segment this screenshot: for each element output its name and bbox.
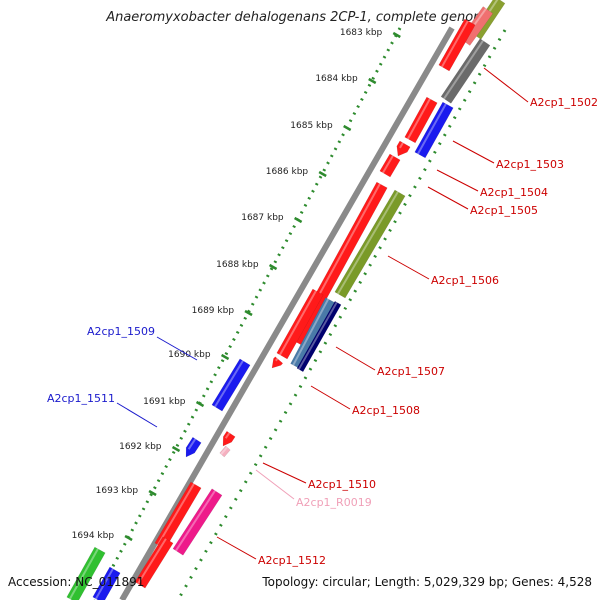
- gene-block-small-red: [271, 356, 284, 369]
- tick-label: 1693 kbp: [96, 486, 139, 496]
- gene-block-red-a: [404, 96, 438, 144]
- gene-block-small-red-shine: [275, 358, 279, 362]
- tick-label: 1684 kbp: [315, 74, 358, 84]
- gene-label: A2cp1_1508: [352, 404, 420, 417]
- gene-leader-line: [335, 346, 376, 371]
- tick-label: 1690 kbp: [168, 350, 211, 360]
- gene-block-1504: [396, 140, 411, 157]
- map-title: Anaeromyxobacter dehalogenans 2CP-1, com…: [106, 10, 494, 25]
- tick-label: 1691 kbp: [143, 397, 186, 407]
- gene-block-1509: [211, 358, 251, 412]
- gene-label: A2cp1_1502: [530, 96, 598, 109]
- gene-block-red-d-shine: [137, 538, 167, 585]
- accession-text: Accession: NC_011891: [8, 575, 145, 589]
- gene-block-1504-shine: [399, 142, 404, 149]
- gene-block-1505: [379, 153, 401, 178]
- gene-block-1502-shine: [443, 40, 484, 100]
- tick-label: 1692 kbp: [119, 442, 162, 452]
- tick-label: 1686 kbp: [266, 167, 309, 177]
- tick-label: 1683 kbp: [340, 28, 383, 38]
- gene-block-1503: [414, 101, 454, 159]
- gene-label: A2cp1_1506: [431, 274, 499, 287]
- gene-block-R0019-shine: [220, 446, 228, 455]
- gene-block-1502: [440, 38, 491, 104]
- gene-block-red-d: [134, 536, 174, 589]
- gene-label: A2cp1_1512: [258, 554, 326, 567]
- gene-label: A2cp1_R0019: [296, 496, 372, 509]
- gene-leader-line: [255, 469, 295, 500]
- gene-block-blue-bottom-shine: [95, 568, 114, 600]
- topology-text: Topology: circular; Length: 5,029,329 bp…: [262, 575, 592, 589]
- gene-block-1509-shine: [214, 360, 244, 408]
- tick-mark: [124, 534, 133, 542]
- gene-block-green: [66, 546, 106, 600]
- gene-block-1512: [172, 488, 223, 556]
- tick-label: 1685 kbp: [290, 121, 333, 131]
- tick-mark: [195, 400, 205, 408]
- gene-block-1510: [222, 430, 236, 447]
- gene-leader-line: [216, 536, 257, 560]
- gene-leader-line: [427, 186, 469, 210]
- gene-block-1502-red-shine: [441, 20, 469, 68]
- tick-label: 1694 kbp: [72, 531, 115, 541]
- gene-leader-line: [387, 255, 430, 280]
- gene-block-red-a-shine: [407, 98, 431, 140]
- gene-label: A2cp1_1503: [496, 158, 564, 171]
- gene-block-1506: [334, 189, 406, 299]
- gene-label: A2cp1_1504: [480, 186, 548, 199]
- gene-block-1511: [185, 436, 202, 458]
- gene-block-1505-shine: [382, 155, 394, 174]
- gene-leader-line: [116, 402, 158, 428]
- tick-mark: [148, 489, 157, 497]
- gene-label: A2cp1_1507: [377, 365, 445, 378]
- gene-block-blue-bottom: [92, 566, 121, 600]
- genome-backbone: [119, 26, 455, 600]
- gene-block-1506-shine: [337, 191, 399, 295]
- tick-mark: [244, 309, 253, 317]
- gene-label: A2cp1_1511: [47, 392, 115, 405]
- backbone-highlight: [116, 27, 448, 600]
- tick-mark: [268, 263, 278, 271]
- gene-leader-line: [452, 140, 495, 164]
- tick-label: 1687 kbp: [241, 213, 284, 223]
- gene-block-1512-shine: [175, 490, 216, 552]
- gene-block-1510-shine: [224, 432, 231, 439]
- gene-block-1507-shine: [279, 290, 317, 356]
- tick-label: 1688 kbp: [216, 260, 259, 270]
- gene-label: A2cp1_1509: [87, 325, 155, 338]
- gene-leader-line: [483, 67, 529, 103]
- gene-block-red-c-shine: [157, 483, 195, 546]
- tick-mark: [171, 445, 181, 453]
- gene-block-1508: [296, 300, 342, 373]
- gene-block-1502-red: [438, 18, 476, 72]
- gene-leader-line: [156, 336, 198, 361]
- tick-mark: [318, 170, 327, 178]
- tick-mark: [294, 216, 303, 224]
- tick-mark: [343, 124, 352, 132]
- tick-label: 1689 kbp: [192, 306, 235, 316]
- gene-block-1511-shine: [187, 438, 197, 450]
- tick-mark: [220, 353, 230, 361]
- gene-block-green-shine: [69, 548, 99, 600]
- gene-block-1503-shine: [417, 103, 447, 155]
- gene-block-steelblue-shine: [292, 298, 330, 366]
- outer-tick-ring: [93, 27, 402, 600]
- gene-label: A2cp1_1505: [470, 204, 538, 217]
- gene-block-1507: [276, 288, 324, 360]
- gene-leader-line: [310, 385, 351, 410]
- gene-block-1508-shine: [297, 301, 338, 370]
- tick-mark: [392, 31, 401, 39]
- gene-block-R0019: [219, 445, 231, 458]
- gene-leader-line: [436, 169, 479, 192]
- gene-label: A2cp1_1510: [308, 478, 376, 491]
- gene-leader-line: [262, 462, 307, 484]
- tick-mark: [368, 77, 377, 85]
